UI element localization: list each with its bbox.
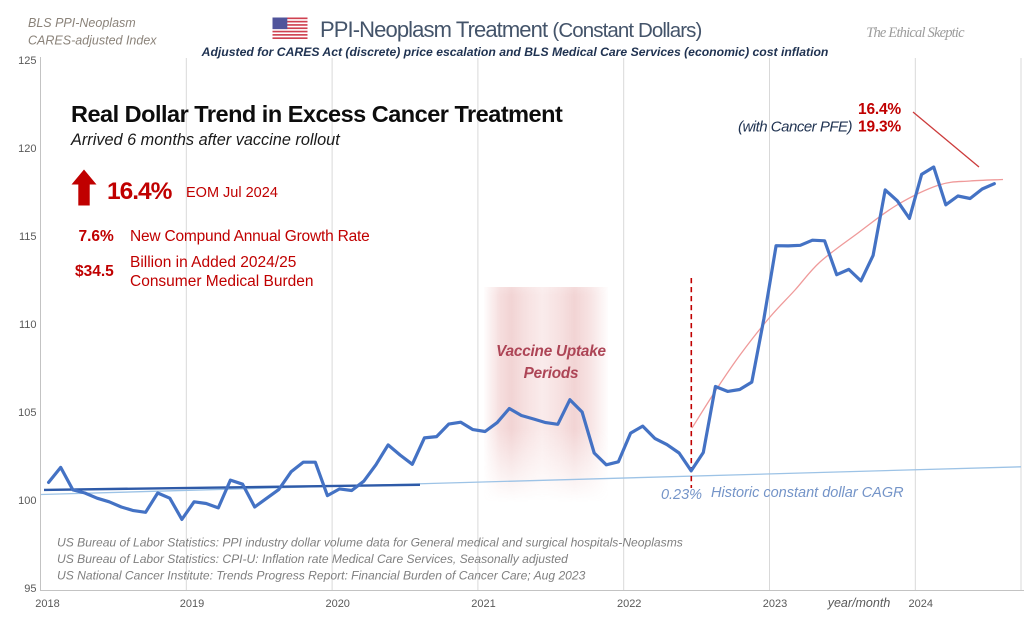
svg-text:US Bureau of Labor Statistics:: US Bureau of Labor Statistics: PPI indus… (57, 536, 683, 550)
svg-text:2019: 2019 (180, 598, 204, 610)
svg-text:$34.5: $34.5 (75, 263, 114, 280)
svg-text:EOM Jul 2024: EOM Jul 2024 (186, 185, 278, 201)
svg-text:New Compund Annual Growth Rate: New Compund Annual Growth Rate (130, 228, 370, 245)
svg-text:Consumer Medical Burden: Consumer Medical Burden (130, 273, 314, 290)
svg-text:year/month: year/month (827, 596, 891, 610)
svg-text:Vaccine Uptake: Vaccine Uptake (496, 343, 606, 360)
svg-text:(with Cancer PFE): (with Cancer PFE) (738, 119, 853, 136)
svg-text:The Ethical Skeptic: The Ethical Skeptic (866, 25, 965, 41)
svg-text:Periods: Periods (524, 365, 579, 382)
svg-text:19.3%: 19.3% (858, 119, 901, 136)
svg-text:120: 120 (18, 143, 36, 155)
svg-text:2018: 2018 (35, 598, 59, 610)
svg-text:7.6%: 7.6% (79, 228, 115, 245)
svg-text:95: 95 (24, 583, 36, 595)
svg-text:100: 100 (18, 495, 36, 507)
svg-text:Billion in Added 2024/25: Billion in Added 2024/25 (130, 254, 296, 271)
svg-text:16.4%: 16.4% (858, 101, 901, 118)
svg-text:Arrived 6 months after vaccine: Arrived 6 months after vaccine rollout (70, 131, 341, 149)
svg-text:US National Cancer Institute:: US National Cancer Institute: Trends Pro… (57, 569, 586, 583)
svg-text:2022: 2022 (617, 598, 641, 610)
svg-text:CARES-adjusted Index: CARES-adjusted Index (28, 34, 157, 48)
svg-text:US Bureau of Labor Statistics:: US Bureau of Labor Statistics: CPI-U: In… (57, 552, 569, 566)
svg-text:125: 125 (18, 55, 36, 67)
svg-text:Adjusted for CARES Act (discre: Adjusted for CARES Act (discrete) price … (201, 45, 829, 59)
svg-text:PPI-Neoplasm Treatment (Const: PPI-Neoplasm Treatment (Constant Dollars… (320, 17, 701, 42)
svg-text:0.23%: 0.23% (661, 487, 702, 503)
svg-text:Historic constant dollar CAGR: Historic constant dollar CAGR (711, 485, 904, 501)
svg-text:2024: 2024 (909, 598, 933, 610)
svg-text:115: 115 (19, 231, 37, 243)
svg-text:110: 110 (19, 319, 37, 331)
svg-text:BLS PPI-Neoplasm: BLS PPI-Neoplasm (28, 16, 136, 30)
svg-text:2021: 2021 (471, 598, 495, 610)
svg-text:Real Dollar Trend in Excess Ca: Real Dollar Trend in Excess Cancer Treat… (71, 101, 563, 127)
svg-text:16.4%: 16.4% (107, 178, 173, 205)
svg-text:2020: 2020 (325, 598, 349, 610)
svg-text:2023: 2023 (763, 598, 787, 610)
svg-text:105: 105 (18, 407, 36, 419)
